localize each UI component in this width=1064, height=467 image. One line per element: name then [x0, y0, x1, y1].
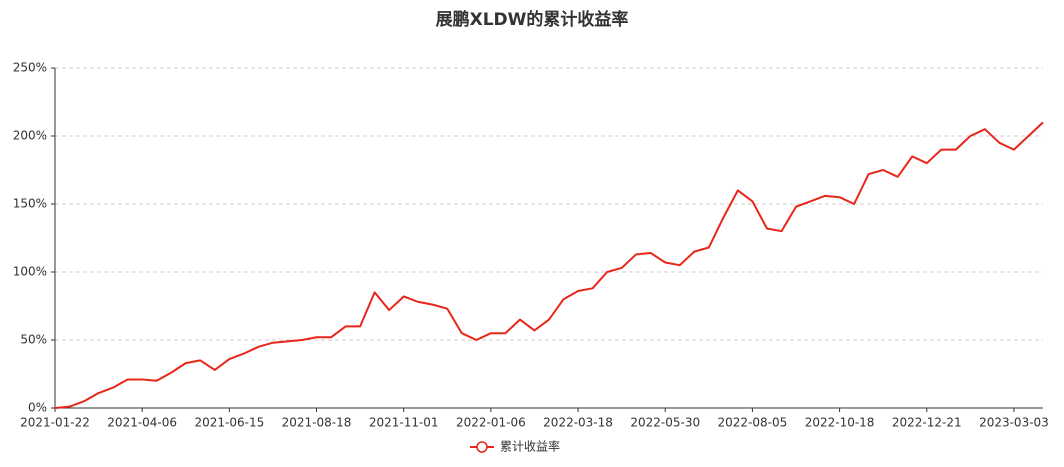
y-tick-label: 150%: [13, 197, 47, 211]
y-tick-label: 200%: [13, 129, 47, 143]
y-tick-label: 0%: [28, 401, 47, 415]
x-tick-label: 2021-06-15: [194, 416, 264, 430]
x-tick-label: 2022-05-30: [630, 416, 700, 430]
x-tick-label: 2022-12-21: [892, 416, 962, 430]
x-tick-label: 2022-01-06: [456, 416, 526, 430]
chart-title: 展鹏XLDW的累计收益率: [436, 9, 629, 30]
x-tick-label: 2021-01-22: [20, 416, 90, 430]
legend-marker: [476, 441, 488, 453]
legend-label: 累计收益率: [500, 439, 560, 454]
x-tick-label: 2021-04-06: [107, 416, 177, 430]
x-tick-label: 2021-11-01: [369, 416, 439, 430]
series-line: [54, 121, 1044, 409]
x-tick-label: 2021-08-18: [282, 416, 352, 430]
x-tick-label: 2022-03-18: [543, 416, 613, 430]
y-tick-label: 250%: [13, 61, 47, 75]
x-tick-label: 2022-08-05: [718, 416, 788, 430]
x-tick-label: 2023-03-03: [979, 416, 1049, 430]
x-tick-label: 2022-10-18: [805, 416, 875, 430]
y-tick-label: 50%: [20, 333, 47, 347]
y-tick-label: 100%: [13, 265, 47, 279]
